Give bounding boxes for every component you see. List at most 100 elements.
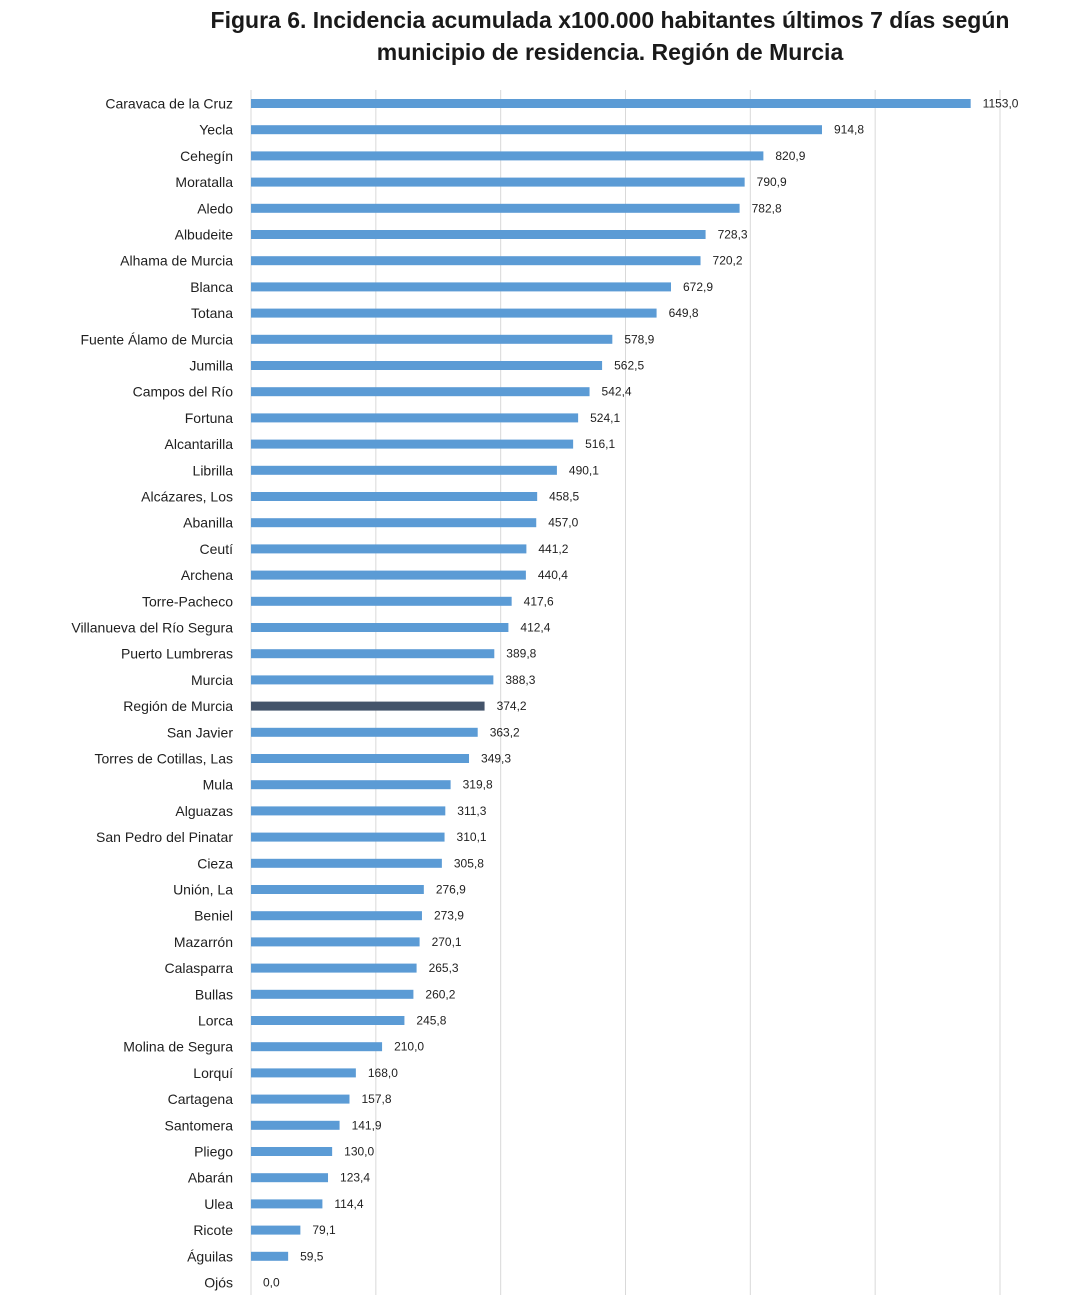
gridlines [250, 90, 1001, 1295]
bar [251, 413, 579, 423]
bar [251, 492, 538, 501]
category-label: Totana [191, 305, 233, 321]
data-label: 578,9 [624, 332, 654, 346]
bar [251, 675, 494, 685]
bar [251, 544, 527, 554]
category-label: Cieza [197, 855, 233, 871]
category-label: Puerto Lumbreras [121, 646, 233, 662]
bar [251, 334, 613, 344]
category-label: Molina de Segura [123, 1039, 233, 1055]
bar [251, 911, 422, 921]
data-label: 790,9 [757, 175, 787, 189]
bar [251, 387, 590, 397]
bar [251, 858, 442, 868]
data-label: 130,0 [344, 1145, 374, 1159]
bar [251, 937, 420, 947]
category-label: Mazarrón [174, 934, 233, 950]
data-label: 260,2 [425, 987, 455, 1001]
data-label: 245,8 [416, 1014, 446, 1028]
category-label: Alcázares, Los [141, 489, 233, 505]
data-label: 273,9 [434, 909, 464, 923]
data-label: 270,1 [432, 935, 462, 949]
category-label: Lorca [198, 1013, 233, 1029]
data-label: 168,0 [368, 1066, 398, 1080]
category-label: Ojós [204, 1275, 233, 1291]
category-label: Abarán [188, 1170, 233, 1186]
bar [251, 701, 485, 711]
bar [251, 1251, 289, 1261]
category-label: Calasparra [165, 960, 234, 976]
category-label: Blanca [190, 279, 233, 295]
chart-title-line-1: Figura 6. Incidencia acumulada x100.000 … [210, 7, 1010, 33]
category-label: Alcantarilla [165, 436, 234, 452]
category-label: Albudeite [175, 227, 234, 243]
category-label: Librilla [193, 462, 234, 478]
bar [251, 780, 451, 790]
bar [251, 727, 478, 737]
category-label: Villanueva del Río Segura [71, 620, 233, 636]
data-label: 524,1 [590, 411, 620, 425]
data-label: 157,8 [361, 1092, 391, 1106]
data-label: 374,2 [497, 699, 527, 713]
data-label: 0,0 [263, 1276, 280, 1290]
category-label: Pliego [194, 1144, 233, 1160]
data-label: 363,2 [490, 725, 520, 739]
bar [251, 596, 512, 606]
bar [251, 1016, 405, 1025]
data-label: 310,1 [457, 830, 487, 844]
category-label: Mula [203, 777, 234, 793]
bar [251, 230, 706, 239]
bar [251, 203, 740, 213]
bar [251, 99, 971, 108]
data-label: 1153,0 [983, 97, 1019, 111]
data-label: 141,9 [352, 1118, 382, 1132]
category-label: Cehegín [180, 148, 233, 164]
data-label: 490,1 [569, 463, 599, 477]
category-label: San Pedro del Pinatar [96, 829, 233, 845]
bar [251, 649, 495, 659]
bar [251, 1199, 323, 1209]
bars [251, 99, 971, 1261]
data-label: 542,4 [602, 385, 632, 399]
bar [251, 623, 509, 632]
bar [251, 177, 745, 187]
bar [251, 361, 603, 370]
category-label: Murcia [191, 672, 233, 688]
data-label: 123,4 [340, 1171, 370, 1185]
category-label: Bullas [195, 986, 233, 1002]
data-label: 458,5 [549, 490, 579, 504]
category-label: Torres de Cotillas, Las [94, 751, 233, 767]
category-labels: Caravaca de la Cruz Yecla Cehegín Moratalla… [71, 96, 233, 1291]
category-label: Jumilla [189, 358, 233, 374]
bar [251, 1094, 350, 1104]
bar [251, 989, 414, 999]
bar [251, 1225, 301, 1235]
bar [251, 282, 672, 292]
data-label: 276,9 [436, 883, 466, 897]
category-label: Ricote [193, 1222, 233, 1238]
data-label: 79,1 [312, 1223, 336, 1237]
bar [251, 963, 417, 973]
data-label: 417,6 [524, 594, 554, 608]
category-label: Cartagena [168, 1091, 234, 1107]
chart-title: Figura 6. Incidencia acumulada x100.000 … [100, 4, 1080, 68]
bar [251, 754, 470, 763]
data-label: 820,9 [775, 149, 805, 163]
data-label: 914,8 [834, 123, 864, 137]
data-label: 649,8 [669, 306, 699, 320]
category-label: Campos del Río [133, 384, 234, 400]
data-label: 305,8 [454, 856, 484, 870]
data-label: 562,5 [614, 359, 644, 373]
data-label: 311,3 [457, 804, 486, 818]
category-label: Región de Murcia [123, 698, 233, 714]
category-label: Santomera [165, 1117, 234, 1133]
data-label: 412,4 [520, 621, 550, 635]
category-label: Águilas [187, 1248, 233, 1264]
category-label: Fortuna [185, 410, 233, 426]
category-label: Aledo [197, 200, 233, 216]
category-label: Ceutí [200, 541, 234, 557]
bar [251, 518, 537, 528]
data-label: 59,5 [300, 1249, 324, 1263]
bar [251, 465, 557, 475]
data-label: 389,8 [506, 647, 536, 661]
